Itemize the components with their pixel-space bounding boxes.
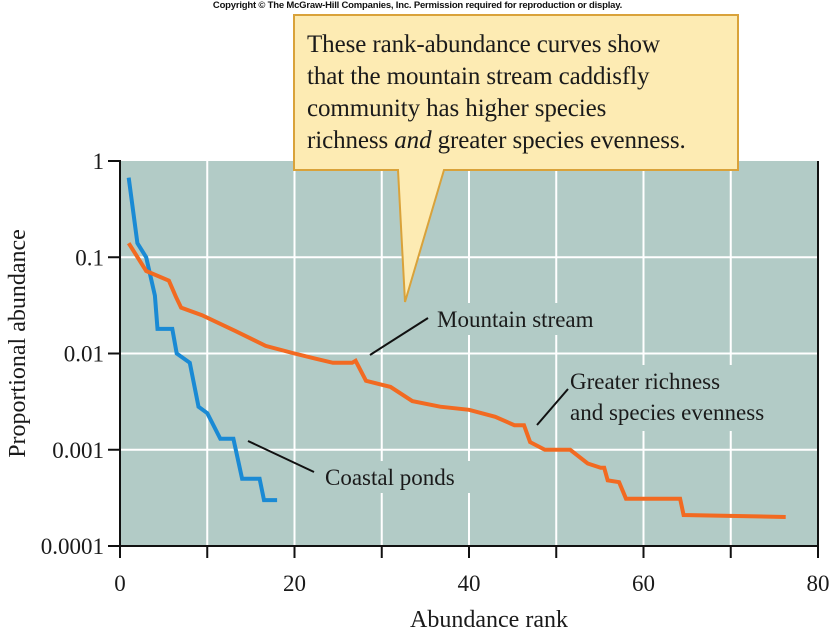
y-tick-label: 1 [93,149,105,174]
callout-line-last: richness and greater species evenness. [307,125,737,157]
callout-text-pre: richness [307,127,395,154]
x-tick-label: 40 [458,571,481,596]
annotation-label: Coastal ponds [325,465,455,490]
x-tick-label: 80 [807,571,830,596]
x-tick-label: 20 [283,571,306,596]
callout-shape-path [293,14,739,303]
y-tick-label: 0.01 [64,342,104,367]
x-tick-label: 0 [114,571,126,596]
x-tick-label: 60 [632,571,655,596]
callout-line: that the mountain stream caddisfly [307,63,650,90]
series-line-mountain-stream [127,242,786,519]
annotation-label: Greater richness [570,369,720,394]
callout-line: These rank-abundance curves show [307,31,660,58]
annotation-leader-line [536,388,569,426]
annotation-label: and species evenness [570,400,764,425]
axes-group: 1 0.1 0.01 0.001 0.0001 0 20 40 60 80 Abundance ra… [5,149,830,633]
callout-line: community has higher species [307,95,607,122]
annotation-background [320,461,480,493]
annotation-background [566,365,806,431]
y-tick-label: 0.001 [52,438,104,463]
series-line-coastal-ponds [126,177,278,503]
annotation-background [432,303,627,335]
copyright-notice: Copyright © The McGraw-Hill Companies, I… [212,0,623,11]
callout-box [293,14,739,303]
y-axis-label: Proportional abundance [5,229,31,458]
annotation-label: Mountain stream [437,307,594,332]
x-axis-label: Abundance rank [410,607,568,633]
y-tick-label: 0.1 [75,245,104,270]
y-tick-label: 0.0001 [41,534,104,559]
callout-text-post: greater species evenness. [431,127,686,154]
annotation-leader-line [247,440,315,473]
annotation-leader-line [369,317,429,356]
callout-text: These rank-abundance curves show that th… [307,29,737,157]
series-group [126,177,786,519]
callout-emphasis: and [394,127,432,154]
annotations-group: Mountain stream Greater richness and speci… [247,303,806,493]
